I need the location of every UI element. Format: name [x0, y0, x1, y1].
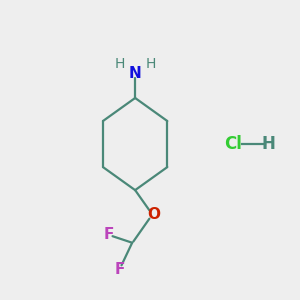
Text: Cl: Cl — [224, 135, 242, 153]
Text: F: F — [115, 262, 125, 277]
Text: H: H — [146, 57, 156, 71]
Text: O: O — [147, 207, 160, 222]
Text: F: F — [103, 227, 114, 242]
Text: H: H — [115, 57, 125, 71]
Text: H: H — [262, 135, 276, 153]
Text: N: N — [129, 66, 142, 81]
